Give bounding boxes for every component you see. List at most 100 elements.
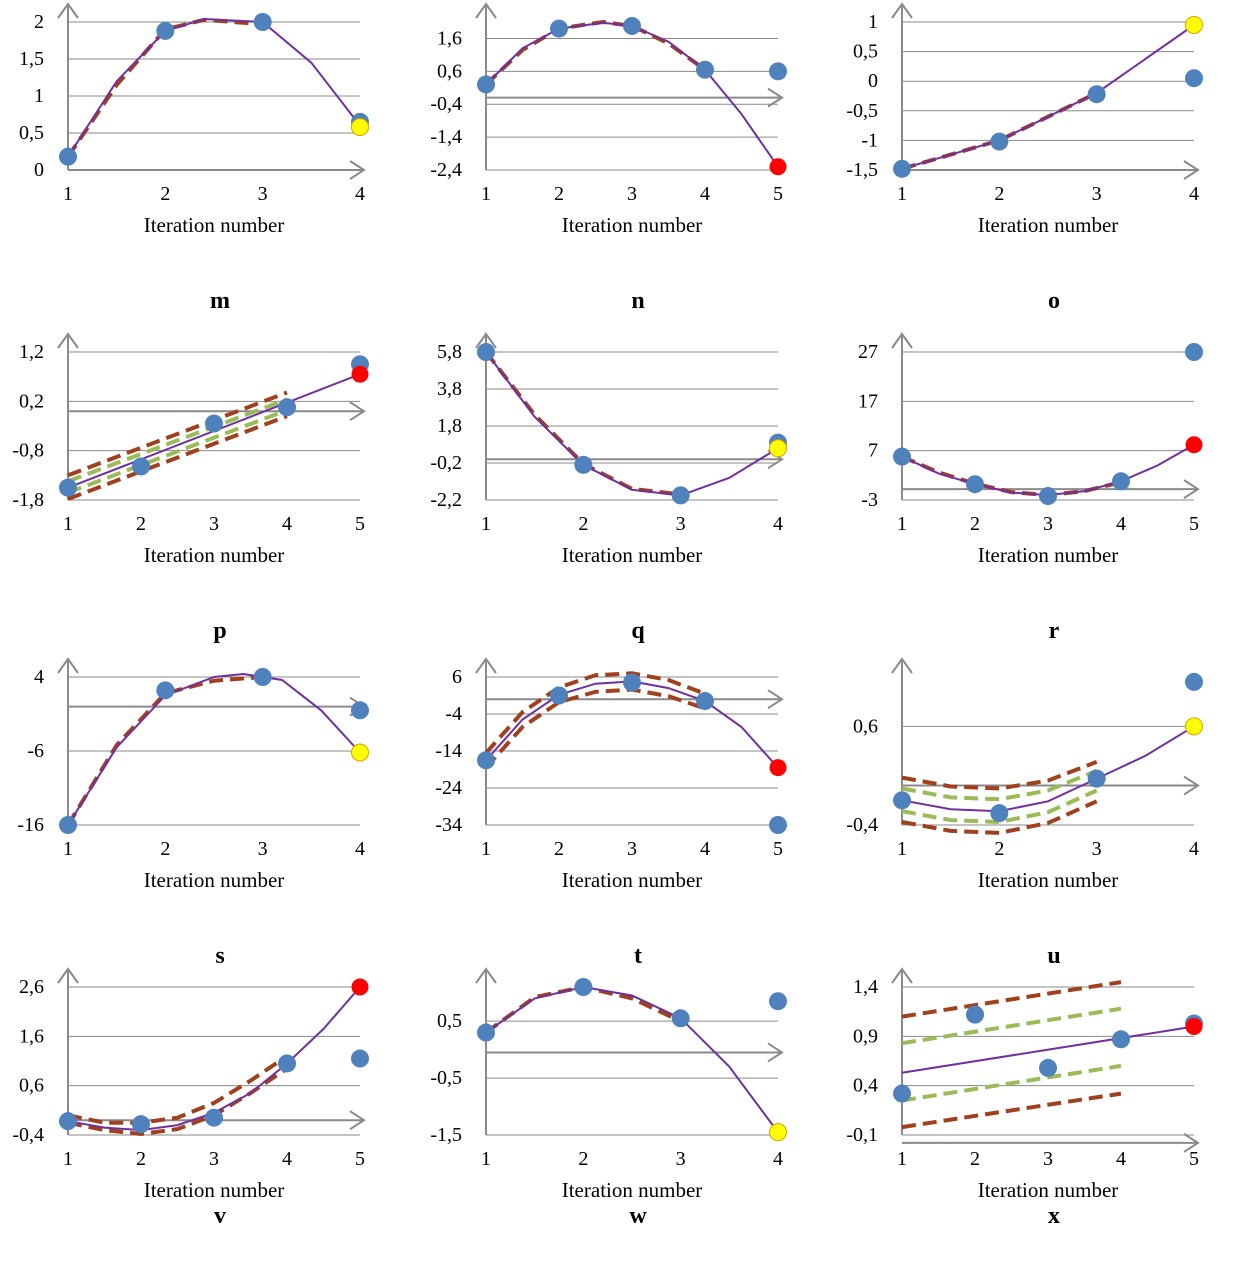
- data-point: [550, 686, 568, 705]
- x-axis-title: Iteration number: [144, 1178, 285, 1202]
- predicted-point: [1185, 717, 1203, 736]
- data-point: [132, 1115, 150, 1134]
- outer-band-curve: [484, 671, 706, 755]
- y-tick-label: 5,8: [437, 341, 462, 363]
- y-tick-label: 2: [34, 11, 44, 33]
- y-tick-label: -6: [27, 740, 44, 762]
- data-point: [990, 132, 1009, 151]
- x-axis-arrow: [767, 689, 784, 710]
- x-tick-label: 4: [355, 183, 365, 205]
- x-tick-label: 3: [1092, 838, 1102, 860]
- predicted-point: [769, 759, 787, 777]
- x-tick-label: 2: [136, 513, 146, 535]
- inner-band-curve: [901, 1006, 1122, 1046]
- x-tick-label: 3: [209, 513, 219, 535]
- x-tick-label: 3: [258, 183, 268, 205]
- inner-band-curve: [901, 1063, 1122, 1103]
- y-axis-arrow: [891, 332, 913, 349]
- y-tick-label: 1,6: [19, 1025, 44, 1047]
- chart-svg-m: 0 0,5 1 1,5 2 1 2 3 4 Iteration number: [19, 2, 369, 237]
- outer-band-curve: [67, 414, 288, 501]
- y-tick-label: 27: [858, 341, 878, 363]
- y-tick-label: 1,6: [437, 27, 462, 49]
- x-axis-title: Iteration number: [978, 1178, 1119, 1202]
- predicted-point: [351, 365, 369, 383]
- fit-curve: [67, 672, 361, 826]
- y-tick-label: 1,8: [437, 415, 462, 437]
- x-tick-label: 3: [676, 1148, 686, 1170]
- y-axis-arrow: [57, 657, 79, 674]
- fit-curve: [901, 1025, 1195, 1074]
- y-tick-label: -0,4: [430, 93, 462, 115]
- data-point: [477, 75, 495, 94]
- x-axis-title: Iteration number: [562, 868, 703, 892]
- data-point: [59, 1112, 77, 1131]
- data-point: [1039, 1058, 1057, 1077]
- chart-svg-x: -0,1 0,4 0,9 1,4 1 2 3 4 5 Iteration number: [846, 967, 1203, 1202]
- chart-svg-w: -1,5 -0,5 0,5 1 2 3 4 Iteration number: [430, 967, 787, 1202]
- x-tick-label: 4: [700, 838, 710, 860]
- y-tick-label: -1,5: [430, 1124, 462, 1146]
- x-tick-label: 2: [970, 513, 980, 535]
- y-tick-label: 1,4: [853, 976, 878, 998]
- x-tick-label: 3: [209, 1148, 219, 1170]
- data-point: [893, 447, 911, 466]
- panel-letter: p: [213, 618, 227, 644]
- inner-band-curve: [901, 788, 1098, 825]
- x-axis-arrow: [1183, 160, 1200, 180]
- predicted-point: [1185, 436, 1203, 454]
- y-tick-label: 0: [34, 159, 44, 181]
- y-axis-arrow: [57, 2, 79, 19]
- data-point: [671, 1009, 690, 1028]
- data-point: [769, 62, 787, 81]
- x-tick-label: 4: [1189, 183, 1199, 205]
- chart-panel-u: -0,4 0,6 1 2 3 4 Iteration number u: [834, 655, 1250, 969]
- data-point: [253, 668, 272, 686]
- y-axis-arrow: [891, 967, 913, 984]
- x-axis-title: Iteration number: [562, 213, 703, 237]
- data-point: [696, 692, 714, 711]
- panel-letter: w: [629, 1203, 647, 1229]
- y-tick-label: -0,1: [846, 1124, 878, 1146]
- x-tick-label: 4: [700, 183, 710, 205]
- chart-panel-w: -1,5 -0,5 0,5 1 2 3 4 Iteration number w: [418, 965, 834, 1273]
- chart-svg-o: -1,5 -1 -0,5 0 0,5 1 1 2 3 4 Iteration number: [846, 2, 1203, 237]
- outer-band-curve: [66, 675, 263, 827]
- x-tick-label: 1: [897, 183, 907, 205]
- x-tick-label: 3: [1092, 183, 1102, 205]
- x-tick-label: 1: [481, 513, 491, 535]
- x-tick-label: 2: [160, 838, 170, 860]
- y-tick-label: 1,5: [19, 48, 44, 70]
- predicted-point: [351, 978, 369, 996]
- y-axis-arrow: [475, 2, 497, 19]
- panel-letter: u: [1047, 943, 1061, 969]
- x-axis-title: Iteration number: [978, 543, 1119, 567]
- data-point: [351, 701, 369, 720]
- x-tick-label: 5: [773, 838, 783, 860]
- panel-letter: x: [1048, 1203, 1060, 1229]
- x-tick-label: 4: [1189, 838, 1199, 860]
- x-tick-label: 1: [63, 513, 73, 535]
- x-tick-label: 3: [1043, 513, 1053, 535]
- fit-curve: [485, 21, 779, 168]
- x-axis-title: Iteration number: [978, 868, 1119, 892]
- x-axis-title: Iteration number: [562, 1178, 703, 1202]
- x-axis-arrow: [349, 160, 366, 180]
- panel-letter: t: [634, 943, 642, 969]
- y-tick-label: 6: [452, 666, 462, 688]
- data-point: [696, 60, 714, 79]
- fit-curve: [67, 17, 361, 158]
- x-tick-label: 2: [160, 183, 170, 205]
- predicted-point: [351, 118, 369, 137]
- chart-svg-q: -2,2 -0,2 1,8 3,8 5,8 1 2 3 4 Iteration number: [430, 332, 787, 567]
- x-tick-label: 1: [481, 838, 491, 860]
- y-tick-label: -0,4: [846, 814, 878, 836]
- x-tick-label: 5: [1189, 513, 1199, 535]
- y-tick-label: 0,9: [853, 1025, 878, 1047]
- x-axis-arrow: [1183, 1133, 1200, 1153]
- x-tick-label: 1: [63, 1148, 73, 1170]
- outer-band-curve: [901, 799, 1098, 835]
- outer-band-curve: [901, 91, 1098, 171]
- data-point: [156, 21, 175, 40]
- outer-band-curve: [67, 1054, 289, 1125]
